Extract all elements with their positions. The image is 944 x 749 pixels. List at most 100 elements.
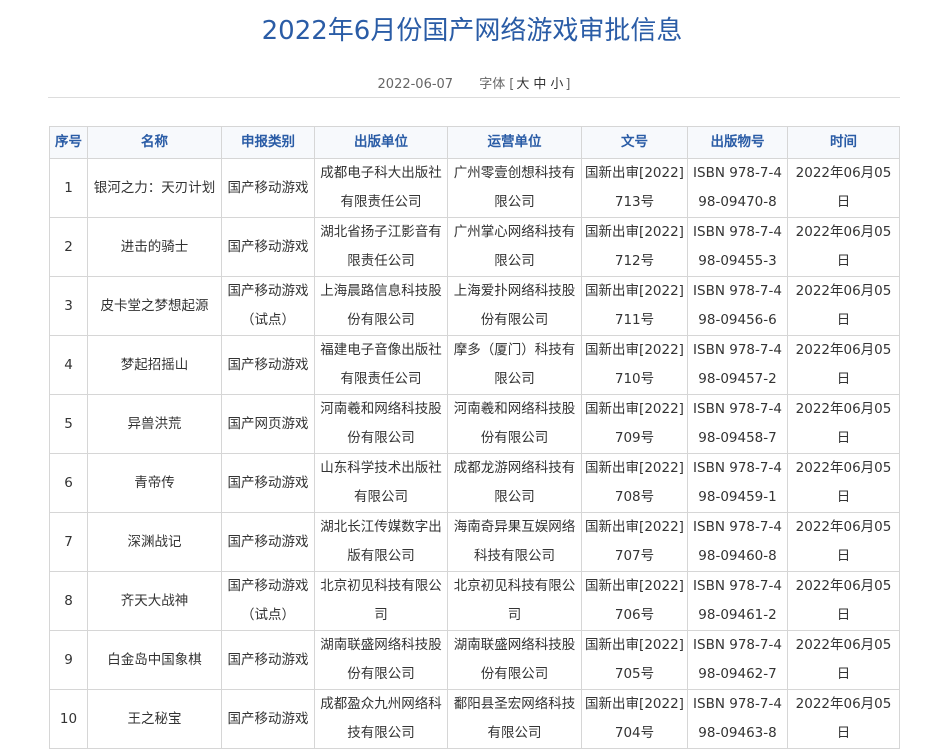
publish-date: 2022-06-07: [377, 77, 454, 92]
cell-publisher: 山东科学技术出版社有限公司: [314, 453, 448, 513]
cell-category: 国产移动游戏: [221, 630, 315, 690]
cell-approval-no: 国新出审[2022]708号: [581, 453, 688, 513]
cell-category: 国产移动游戏: [221, 335, 315, 395]
cell-publisher: 湖北长江传媒数字出版有限公司: [314, 512, 448, 572]
cell-date: 2022年06月05日: [787, 276, 900, 336]
cell-name: 皮卡堂之梦想起源: [87, 276, 222, 336]
cell-index: 1: [49, 158, 88, 218]
cell-name: 银河之力：天刃计划: [87, 158, 222, 218]
cell-operator: 鄱阳县圣宏网络科技有限公司: [447, 689, 582, 749]
cell-isbn: ISBN 978-7-498-09456-6: [687, 276, 788, 336]
cell-date: 2022年06月05日: [787, 689, 900, 749]
cell-date: 2022年06月05日: [787, 453, 900, 513]
header-publisher: 出版单位: [314, 126, 448, 159]
cell-operator: 上海爱扑网络科技股份有限公司: [447, 276, 582, 336]
cell-date: 2022年06月05日: [787, 335, 900, 395]
cell-date: 2022年06月05日: [787, 158, 900, 218]
cell-date: 2022年06月05日: [787, 217, 900, 277]
font-size-small[interactable]: 小: [550, 77, 564, 92]
cell-publisher: 成都电子科大出版社有限责任公司: [314, 158, 448, 218]
cell-name: 齐天大战神: [87, 571, 222, 631]
cell-approval-no: 国新出审[2022]709号: [581, 394, 688, 454]
cell-isbn: ISBN 978-7-498-09470-8: [687, 158, 788, 218]
cell-isbn: ISBN 978-7-498-09461-2: [687, 571, 788, 631]
cell-approval-no: 国新出审[2022]711号: [581, 276, 688, 336]
cell-category: 国产移动游戏: [221, 453, 315, 513]
header-approval-no: 文号: [581, 126, 688, 159]
cell-category: 国产移动游戏: [221, 217, 315, 277]
table-row: 10 王之秘宝 国产移动游戏 成都盈众九州网络科技有限公司 鄱阳县圣宏网络科技有限公司国…: [49, 689, 900, 749]
cell-category: 国产移动游戏（试点）: [221, 276, 315, 336]
cell-isbn: ISBN 978-7-498-09459-1: [687, 453, 788, 513]
font-size-medium[interactable]: 中: [533, 77, 547, 92]
font-size-label: 字体: [479, 77, 506, 92]
article-meta: 2022-06-07 字体[大中小]: [377, 77, 571, 92]
table-header: 序号 名称 申报类别 出版单位 运营单位 文号 出版物号 时间: [49, 126, 900, 159]
cell-approval-no: 国新出审[2022]706号: [581, 571, 688, 631]
cell-approval-no: 国新出审[2022]705号: [581, 630, 688, 690]
cell-date: 2022年06月05日: [787, 512, 900, 572]
cell-publisher: 湖南联盛网络科技股份有限公司: [314, 630, 448, 690]
table-row: 7 深渊战记 国产移动游戏 湖北长江传媒数字出版有限公司 海南奇异果互娱网络科技有限公司…: [49, 512, 900, 572]
cell-index: 6: [49, 453, 88, 513]
table-row: 5 异兽洪荒 国产网页游戏 河南羲和网络科技股份有限公司 河南羲和网络科技股份有限公司国…: [49, 394, 900, 454]
cell-name: 梦起招摇山: [87, 335, 222, 395]
cell-approval-no: 国新出审[2022]713号: [581, 158, 688, 218]
cell-name: 深渊战记: [87, 512, 222, 572]
table-row: 1 银河之力：天刃计划 国产移动游戏 成都电子科大出版社有限责任公司 广州零壹创想科技有…: [49, 158, 900, 218]
cell-name: 进击的骑士: [87, 217, 222, 277]
cell-publisher: 河南羲和网络科技股份有限公司: [314, 394, 448, 454]
cell-isbn: ISBN 978-7-498-09460-8: [687, 512, 788, 572]
cell-date: 2022年06月05日: [787, 630, 900, 690]
cell-date: 2022年06月05日: [787, 394, 900, 454]
cell-isbn: ISBN 978-7-498-09457-2: [687, 335, 788, 395]
table-row: 2 进击的骑士 国产移动游戏 湖北省扬子江影音有限责任公司 广州掌心网络科技有限公司 国新…: [49, 217, 900, 277]
cell-operator: 河南羲和网络科技股份有限公司: [447, 394, 582, 454]
header-index: 序号: [49, 126, 88, 159]
cell-index: 4: [49, 335, 88, 395]
cell-isbn: ISBN 978-7-498-09463-8: [687, 689, 788, 749]
page-title: 2022年6月份国产网络游戏审批信息: [261, 16, 683, 46]
header-category: 申报类别: [221, 126, 315, 159]
cell-operator: 广州零壹创想科技有限公司: [447, 158, 582, 218]
cell-operator: 北京初见科技有限公司: [447, 571, 582, 631]
cell-isbn: ISBN 978-7-498-09455-3: [687, 217, 788, 277]
cell-name: 王之秘宝: [87, 689, 222, 749]
cell-operator: 成都龙游网络科技有限公司: [447, 453, 582, 513]
font-size-large[interactable]: 大: [516, 77, 530, 92]
cell-index: 10: [49, 689, 88, 749]
cell-index: 3: [49, 276, 88, 336]
table-row: 8 齐天大战神 国产移动游戏（试点） 北京初见科技有限公司 北京初见科技有限公司 国新出审…: [49, 571, 900, 631]
cell-name: 异兽洪荒: [87, 394, 222, 454]
cell-isbn: ISBN 978-7-498-09458-7: [687, 394, 788, 454]
cell-approval-no: 国新出审[2022]707号: [581, 512, 688, 572]
cell-publisher: 北京初见科技有限公司: [314, 571, 448, 631]
cell-category: 国产移动游戏（试点）: [221, 571, 315, 631]
table-row: 9 白金岛中国象棋 国产移动游戏 湖南联盛网络科技股份有限公司 湖南联盛网络科技股份有限…: [49, 630, 900, 690]
header-name: 名称: [87, 126, 222, 159]
header-operator: 运营单位: [447, 126, 582, 159]
approval-table: 序号 名称 申报类别 出版单位 运营单位 文号 出版物号 时间 1 银河之力：天刃计划 国产移动游…: [49, 126, 900, 749]
table-row: 6 青帝传 国产移动游戏 山东科学技术出版社有限公司 成都龙游网络科技有限公司 国新出审[…: [49, 453, 900, 513]
cell-index: 9: [49, 630, 88, 690]
cell-index: 7: [49, 512, 88, 572]
cell-isbn: ISBN 978-7-498-09462-7: [687, 630, 788, 690]
cell-publisher: 成都盈众九州网络科技有限公司: [314, 689, 448, 749]
cell-category: 国产移动游戏: [221, 689, 315, 749]
cell-operator: 湖南联盛网络科技股份有限公司: [447, 630, 582, 690]
cell-category: 国产移动游戏: [221, 158, 315, 218]
cell-operator: 摩多（厦门）科技有限公司: [447, 335, 582, 395]
table-row: 4 梦起招摇山 国产移动游戏 福建电子音像出版社有限责任公司 摩多（厦门）科技有限公司国…: [49, 335, 900, 395]
header-date: 时间: [787, 126, 900, 159]
cell-index: 8: [49, 571, 88, 631]
cell-name: 白金岛中国象棋: [87, 630, 222, 690]
cell-category: 国产移动游戏: [221, 512, 315, 572]
cell-index: 2: [49, 217, 88, 277]
divider: [48, 97, 900, 98]
cell-approval-no: 国新出审[2022]704号: [581, 689, 688, 749]
cell-category: 国产网页游戏: [221, 394, 315, 454]
cell-date: 2022年06月05日: [787, 571, 900, 631]
cell-publisher: 上海晨路信息科技股份有限公司: [314, 276, 448, 336]
cell-approval-no: 国新出审[2022]712号: [581, 217, 688, 277]
cell-publisher: 湖北省扬子江影音有限责任公司: [314, 217, 448, 277]
